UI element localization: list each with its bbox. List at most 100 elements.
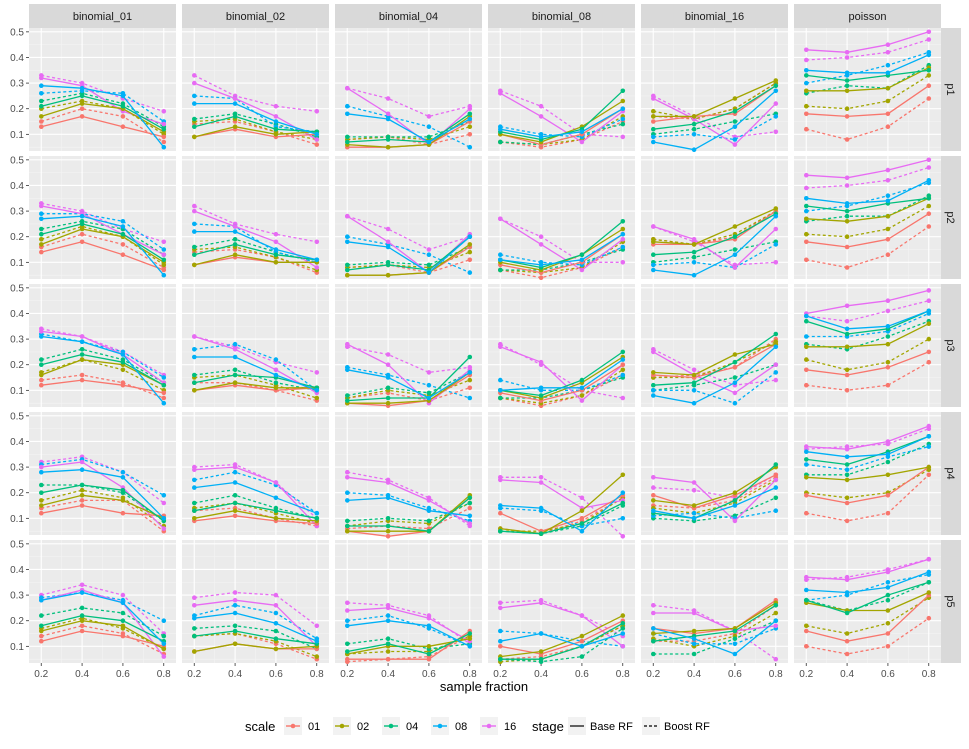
data-point-16-base [844, 175, 850, 181]
data-point-08-boost [804, 208, 809, 214]
series-line-08-boost [41, 333, 165, 379]
data-point-08-base [345, 111, 350, 117]
data-point-08-boost [732, 641, 738, 647]
data-point-16-base [538, 242, 544, 247]
data-point-16-base [273, 239, 279, 245]
series-line-04-boost [500, 248, 623, 271]
series-line-16-base [41, 589, 165, 657]
data-point-01-boost [314, 142, 320, 147]
y-tick-label: 0.2 [10, 104, 24, 115]
data-point-08-base [926, 178, 932, 183]
series-line-08-boost [806, 445, 929, 471]
data-point-02-base [885, 341, 891, 347]
panel-binomial_08-p5 [488, 540, 635, 663]
data-point-04-base [161, 382, 167, 388]
data-point-04-boost [691, 254, 697, 260]
data-point-04-base [773, 83, 779, 88]
data-point-04-base [426, 651, 432, 657]
data-point-08-base [579, 644, 585, 649]
data-point-04-boost [426, 134, 432, 140]
legend-label-01: 01 [308, 721, 320, 733]
data-point-08-base [498, 638, 503, 644]
series-line-04-base [194, 115, 317, 133]
data-point-04-boost [498, 395, 503, 401]
data-point-08-boost [426, 252, 432, 257]
data-point-16-base [385, 605, 391, 611]
series-line-04-base [806, 581, 929, 614]
data-point-08-base [651, 139, 656, 145]
series-line-04-boost [500, 376, 623, 399]
series-line-16-base [194, 466, 318, 527]
data-point-08-base [385, 116, 391, 122]
strip-col-poisson [794, 4, 941, 28]
data-point-02-boost [467, 377, 473, 383]
data-point-08-base [926, 308, 932, 314]
data-point-08-base [385, 244, 391, 250]
series-line-02-boost [806, 74, 930, 110]
data-point-16-base [579, 398, 585, 403]
data-point-04-base [385, 523, 391, 529]
data-point-08-base [620, 631, 626, 636]
data-point-02-base [273, 260, 279, 265]
data-point-02-base [732, 490, 738, 495]
data-point-04-base [120, 359, 126, 365]
data-point-02-base [691, 372, 697, 378]
data-point-04-base [732, 109, 738, 114]
data-point-01-boost [804, 510, 809, 516]
legend-label-04: 04 [406, 721, 418, 733]
data-point-04-boost [345, 518, 350, 524]
data-point-04-base [345, 267, 350, 273]
panel-binomial_08-p3 [488, 284, 635, 407]
series-line-02-base [194, 382, 317, 391]
data-point-04-boost [39, 98, 44, 104]
data-point-01-base [885, 111, 891, 117]
data-point-08-base [732, 124, 738, 129]
data-point-16-boost [232, 590, 238, 595]
series-line-04-base [194, 630, 317, 645]
data-point-16-boost [192, 595, 197, 600]
panel-series-binomial_16-p3 [651, 331, 779, 406]
panel-series-binomial_02-p3 [192, 334, 320, 403]
data-point-04-base [39, 362, 44, 367]
data-point-08-boost [345, 490, 350, 495]
data-point-08-base [498, 257, 503, 263]
data-point-02-boost [314, 395, 320, 401]
data-point-02-boost [844, 495, 850, 501]
data-point-08-boost [620, 372, 626, 378]
data-point-08-base [804, 449, 809, 454]
data-point-16-base [273, 603, 279, 608]
data-point-04-boost [232, 367, 238, 373]
data-point-01-base [120, 633, 126, 639]
data-point-08-boost [651, 134, 656, 140]
data-point-04-boost [39, 613, 44, 618]
data-point-16-base [732, 265, 738, 270]
series-line-04-base [653, 213, 777, 256]
series-line-08-base [347, 369, 471, 399]
data-point-01-boost [804, 644, 809, 649]
series-line-08-boost [806, 573, 929, 601]
series-line-08-boost [500, 630, 623, 647]
data-point-04-boost [39, 482, 44, 488]
series-line-02-base [500, 356, 624, 399]
series-line-01-boost [41, 625, 165, 655]
data-point-16-base [538, 359, 544, 365]
data-point-08-base [161, 144, 167, 150]
data-point-04-base [192, 380, 197, 385]
data-point-08-boost [885, 62, 891, 68]
data-point-02-boost [467, 249, 473, 255]
data-point-02-boost [314, 654, 320, 659]
data-point-01-base [79, 628, 85, 634]
data-point-08-boost [691, 132, 697, 137]
data-point-08-base [732, 503, 738, 508]
series-line-16-boost [653, 474, 777, 499]
data-point-16-base [192, 334, 197, 339]
data-point-04-base [467, 354, 473, 360]
data-point-04-boost [232, 623, 238, 629]
data-point-04-base [232, 242, 238, 247]
data-point-02-base [79, 226, 85, 232]
data-point-01-boost [926, 472, 932, 478]
series-line-08-base [347, 236, 471, 274]
series-line-04-base [806, 435, 930, 466]
data-point-04-base [161, 126, 167, 132]
data-point-01-base [651, 119, 656, 124]
